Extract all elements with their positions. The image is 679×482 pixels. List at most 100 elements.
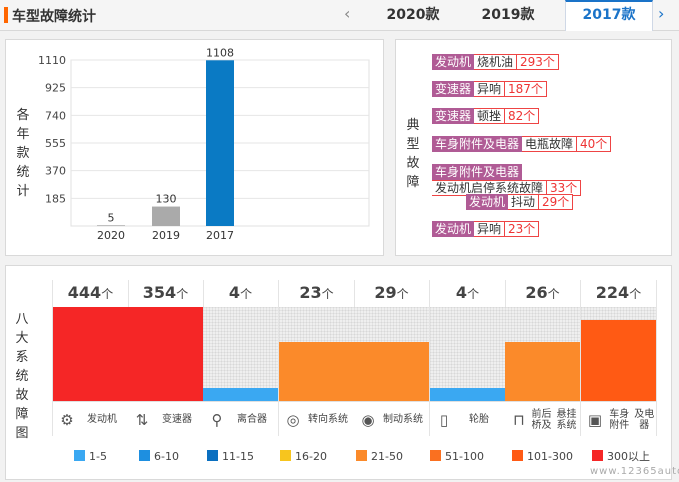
system-footer: ▣ 车身附件 及电器: [581, 401, 656, 437]
legend-item: 16-20: [280, 450, 327, 464]
system-column[interactable]: 4个 ▯ 轮胎: [430, 280, 506, 437]
system-footer: ⇅ 变速器: [128, 401, 203, 437]
legend-swatch: [74, 450, 85, 461]
system-count: 354个: [142, 283, 189, 302]
y-tick-label: 925: [45, 82, 66, 95]
fault-system-tag: 发动机: [432, 221, 475, 237]
legend-item: 101-300: [512, 450, 573, 464]
system-level-fill: [203, 387, 278, 401]
legend-label: 16-20: [295, 450, 327, 463]
systems-label: 八大系统故障图: [15, 312, 29, 441]
chevron-right-icon[interactable]: ›: [658, 4, 665, 23]
system-count: 4个: [228, 283, 253, 302]
bar-value-label: 1108: [206, 46, 234, 59]
year-chart-panel: 各年款统计 185 370 555 740 925 1110 5 2020 130 2019 110…: [5, 39, 384, 256]
fault-item[interactable]: 发动机 烧机油 293个: [432, 54, 559, 70]
fault-item[interactable]: 发动机 异响 23个: [432, 221, 540, 237]
system-level-area: [430, 307, 505, 401]
fault-item[interactable]: 车身附件及电器发动机启停系统故障 33个: [432, 164, 637, 196]
system-name: 发动机: [87, 414, 117, 425]
accent-bar: [4, 7, 8, 23]
system-footer: ◉ 制动系统: [354, 401, 429, 437]
bar-2020[interactable]: [97, 225, 125, 226]
system-level-area: [53, 307, 128, 401]
system-name: 制动系统: [383, 414, 423, 425]
system-footer: ◎ 转向系统: [279, 401, 354, 437]
system-column[interactable]: 224个 ▣ 车身附件 及电器: [581, 280, 657, 437]
legend-swatch: [592, 450, 603, 461]
fault-system-tag: 变速器: [432, 108, 475, 124]
steering-wheel-icon: ◎: [286, 411, 300, 429]
chevron-left-icon[interactable]: ‹: [344, 4, 351, 23]
year-bar-chart: 185 370 555 740 925 1110 5 2020 130 2019 1108 2017: [38, 46, 370, 242]
header-bar: 车型故障统计 ‹ 2020款 2019款 2017款 ›: [0, 0, 679, 31]
legend-label: 6-10: [154, 450, 179, 463]
y-tick-label: 555: [45, 137, 66, 150]
tab-2020[interactable]: 2020款: [386, 7, 440, 23]
fault-count: 82个: [505, 108, 540, 124]
system-count: 23个: [299, 283, 334, 302]
legend-label: 1-5: [89, 450, 107, 463]
fault-item[interactable]: 车身附件及电器 电瓶故障 40个: [432, 136, 612, 152]
system-column[interactable]: 23个 ◎ 转向系统: [279, 280, 355, 437]
gearshift-icon: ⇅: [135, 411, 149, 429]
system-name: 前后桥及 悬挂系统: [531, 408, 577, 431]
page-title: 车型故障统计: [12, 9, 96, 25]
legend-item: 11-15: [207, 450, 254, 464]
system-footer: ⚙ 发动机: [53, 401, 128, 437]
system-name: 离合器: [237, 414, 267, 425]
fault-count: 23个: [505, 221, 540, 237]
system-level-fill: [581, 320, 656, 401]
bar-value-label: 130: [156, 193, 177, 206]
system-footer: ▯ 轮胎: [430, 401, 505, 437]
fault-item[interactable]: 变速器 异响 187个: [432, 81, 547, 97]
fault-system-tag: 车身附件及电器: [432, 164, 523, 180]
system-level-fill: [53, 307, 128, 401]
system-level-fill: [279, 341, 354, 401]
bar-2019[interactable]: [152, 206, 180, 226]
tab-2017[interactable]: 2017款: [565, 0, 653, 31]
system-column[interactable]: 4个 ⚲ 离合器: [203, 280, 279, 437]
bar-2017[interactable]: [206, 60, 234, 226]
fault-item[interactable]: 发动机 抖动 29个: [466, 194, 574, 210]
legend-swatch: [512, 450, 523, 461]
legend-swatch: [139, 450, 150, 461]
fault-type-tag: 异响: [474, 81, 506, 97]
system-level-fill: [430, 387, 505, 401]
legend-swatch: [430, 450, 441, 461]
fault-item[interactable]: 变速器 顿挫 82个: [432, 108, 540, 124]
fault-count: 40个: [577, 136, 612, 152]
fault-type-tag: 烧机油: [474, 54, 518, 70]
fault-count: 187个: [505, 81, 547, 97]
battery-icon: ▣: [587, 411, 603, 429]
system-column[interactable]: 354个 ⇅ 变速器: [128, 280, 204, 437]
legend-label: 101-300: [527, 450, 573, 463]
system-column[interactable]: 29个 ◉ 制动系统: [354, 280, 430, 437]
system-column[interactable]: 26个 ⊓ 前后桥及 悬挂系统: [505, 280, 581, 437]
tab-2019[interactable]: 2019款: [481, 7, 535, 23]
x-tick-label: 2020: [97, 229, 125, 242]
system-level-area: [203, 307, 278, 401]
legend-label: 11-15: [222, 450, 254, 463]
bar-value-label: 5: [108, 211, 115, 224]
legend-swatch: [280, 450, 291, 461]
engine-icon: ⚙: [60, 411, 74, 429]
system-column[interactable]: 444个 ⚙ 发动机: [52, 280, 129, 437]
suspension-icon: ⊓: [513, 411, 525, 429]
fault-system-tag: 车身附件及电器: [432, 136, 523, 152]
legend-swatch: [356, 450, 367, 461]
system-count: 224个: [595, 283, 642, 302]
legend-label: 51-100: [445, 450, 484, 463]
system-level-area: [581, 307, 656, 401]
system-level-fill: [505, 341, 580, 401]
system-footer: ⊓ 前后桥及 悬挂系统: [505, 401, 580, 437]
fault-system-tag: 变速器: [432, 81, 475, 97]
legend-item: 1-5: [74, 450, 107, 464]
fault-type-tag: 异响: [474, 221, 506, 237]
y-tick-label: 370: [45, 165, 66, 178]
system-count: 29个: [374, 283, 409, 302]
system-name: 车身附件 及电器: [609, 408, 655, 431]
system-count: 444个: [67, 283, 114, 302]
system-name: 转向系统: [308, 414, 348, 425]
watermark: www.12365auto.com: [590, 466, 679, 477]
